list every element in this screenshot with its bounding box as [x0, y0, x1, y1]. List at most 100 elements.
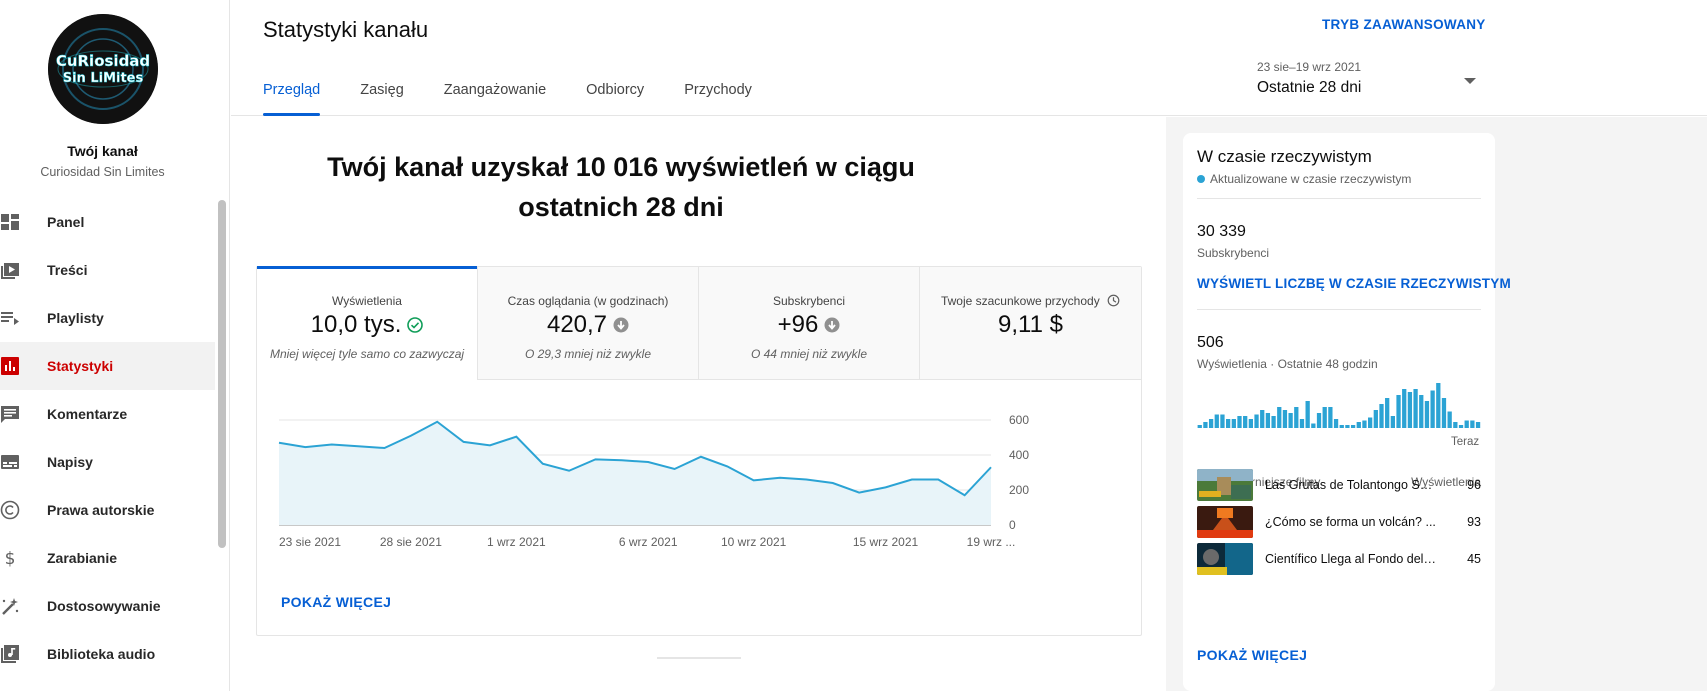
- sidebar-item-label: Prawa autorskie: [47, 502, 155, 518]
- realtime-bar: [1288, 413, 1293, 428]
- metric-watch-time[interactable]: Czas oglądania (w godzinach) 420,7 O 29,…: [478, 267, 699, 380]
- copyright-icon: [0, 500, 20, 520]
- realtime-title: W czasie rzeczywistym: [1197, 147, 1372, 166]
- video-views: 96: [1467, 478, 1481, 492]
- video-thumbnail[interactable]: [1197, 469, 1253, 501]
- realtime-bar: [1356, 422, 1361, 428]
- realtime-card: W czasie rzeczywistym Aktualizowane w cz…: [1183, 133, 1511, 691]
- video-thumbnail[interactable]: [1197, 543, 1253, 575]
- sidebar-item-monetization[interactable]: $ Zarabianie: [0, 534, 215, 582]
- views-chart: 0 200 400 600 23 sie 2021 28 sie 2021 1 wrz 20…: [257, 380, 1141, 580]
- comments-icon: [1, 406, 19, 423]
- arrow-down-circle-icon: [613, 317, 629, 333]
- advanced-mode-button[interactable]: TRYB ZAAWANSOWANY: [1322, 17, 1486, 32]
- sidebar-item-audio-library[interactable]: Biblioteka audio: [0, 630, 215, 678]
- y-tick-label: 0: [1009, 518, 1016, 532]
- realtime-bar: [1430, 390, 1435, 428]
- realtime-bar: [1464, 420, 1469, 428]
- realtime-bar: [1322, 407, 1327, 428]
- tab-audience[interactable]: Odbiorcy: [586, 82, 645, 98]
- sidebar-item-analytics[interactable]: Statystyki: [0, 342, 215, 390]
- video-title[interactable]: Las Grutas de Tolantongo Se...: [1265, 478, 1437, 492]
- y-tick-label: 200: [1009, 483, 1029, 497]
- series-line: [278, 420, 992, 497]
- realtime-bar: [1208, 419, 1214, 428]
- audio-library-icon: [1, 645, 19, 663]
- realtime-bar: [1373, 410, 1378, 428]
- realtime-bar: [1470, 420, 1475, 428]
- metric-note: O 29,3 mniej niż zwykle: [524, 347, 652, 361]
- realtime-bar: [1385, 398, 1390, 428]
- metric-revenue[interactable]: Twoje szacunkowe przychody 9,11 $: [920, 267, 1141, 380]
- chevron-down-icon[interactable]: [1464, 78, 1476, 84]
- realtime-bar: [1407, 392, 1413, 428]
- y-tick-label: 400: [1009, 448, 1029, 462]
- show-more-button[interactable]: POKAŻ WIĘCEJ: [281, 594, 392, 610]
- video-title[interactable]: ¿Cómo se forma un volcán? ...: [1265, 515, 1436, 529]
- sidebar-item-copyright[interactable]: Prawa autorskie: [0, 486, 215, 534]
- video-title[interactable]: Científico Llega al Fondo del ...: [1265, 552, 1437, 566]
- dashboard-icon: [1, 214, 19, 230]
- views-chart-svg: 0 200 400 600 23 sie 2021 28 sie 2021 1 wrz 20…: [278, 413, 1029, 549]
- metric-subscribers[interactable]: Subskrybenci +96 O 44 mniej niż zwykle: [699, 267, 920, 380]
- realtime-bar: [1197, 425, 1202, 428]
- realtime-bar: [1277, 407, 1282, 428]
- realtime-bar: [1379, 404, 1384, 428]
- realtime-views-label: Wyświetlenia · Ostatnie 48 godzin: [1197, 357, 1378, 371]
- view-live-count-link[interactable]: WYŚWIETL LICZBĘ W CZASIE RZECZYWISTYM: [1197, 276, 1511, 291]
- metric-title: Twoje szacunkowe przychody: [940, 294, 1100, 308]
- date-period-select[interactable]: Ostatnie 28 dni: [1257, 79, 1362, 96]
- sidebar-nav: Panel Treści Playlisty Statystyki Koment…: [0, 198, 215, 678]
- top-video-row[interactable]: Las Grutas de Tolantongo Se... 96: [1197, 469, 1481, 501]
- realtime-bar: [1328, 407, 1333, 428]
- sidebar-item-customization[interactable]: Dostosowywanie: [0, 582, 215, 630]
- analytics-icon: [1, 357, 19, 375]
- realtime-bar: [1220, 414, 1225, 428]
- video-thumbnail[interactable]: [1197, 506, 1253, 538]
- realtime-bar: [1458, 425, 1464, 428]
- metric-title: Wyświetlenia: [332, 294, 402, 308]
- date-range-text[interactable]: 23 sie–19 wrz 2021: [1257, 60, 1362, 74]
- realtime-bar: [1305, 401, 1310, 428]
- live-dot-icon: [1197, 175, 1205, 183]
- dollar-icon: $: [5, 549, 16, 568]
- sidebar-scrollbar[interactable]: [218, 200, 226, 548]
- metric-views[interactable]: Wyświetlenia 10,0 tys. Mniej więcej tyle…: [257, 266, 478, 380]
- svg-text:CuRiosidad: CuRiosidad: [56, 52, 150, 70]
- page-title: Statystyki kanału: [263, 17, 429, 42]
- magic-wand-icon: [2, 598, 19, 615]
- subtitles-icon: [1, 455, 19, 469]
- tab-engagement[interactable]: Zaangażowanie: [443, 82, 547, 98]
- realtime-bar: [1350, 425, 1356, 428]
- sidebar-item-playlists[interactable]: Playlisty: [0, 294, 215, 342]
- realtime-bar: [1294, 407, 1299, 428]
- sidebar-item-panel[interactable]: Panel: [0, 198, 215, 246]
- top-video-row[interactable]: Científico Llega al Fondo del ... 45: [1197, 543, 1481, 575]
- top-video-row[interactable]: ¿Cómo se forma un volcán? ... 93: [1197, 506, 1481, 538]
- sidebar-item-label: Panel: [47, 214, 85, 230]
- sidebar-item-comments[interactable]: Komentarze: [0, 390, 215, 438]
- realtime-bar: [1214, 414, 1219, 428]
- realtime-subscribers-label: Subskrybenci: [1197, 246, 1270, 260]
- sidebar-item-label: Dostosowywanie: [47, 598, 161, 614]
- y-tick-label: 600: [1009, 413, 1029, 427]
- x-tick-label: 19 wrz ...: [967, 535, 1016, 549]
- realtime-status: Aktualizowane w czasie rzeczywistym: [1197, 172, 1411, 186]
- realtime-bar: [1447, 411, 1452, 428]
- realtime-bar: [1282, 410, 1288, 428]
- tab-revenue[interactable]: Przychody: [684, 82, 752, 98]
- realtime-bar: [1226, 419, 1231, 428]
- realtime-show-more-button[interactable]: POKAŻ WIĘCEJ: [1197, 647, 1308, 663]
- tab-overview[interactable]: Przegląd: [263, 82, 321, 116]
- arrow-down-circle-icon: [824, 317, 840, 333]
- x-tick-label: 10 wrz 2021: [721, 535, 787, 549]
- channel-avatar[interactable]: CuRiosidad Sin LiMites: [48, 14, 158, 124]
- tab-reach[interactable]: Zasięg: [360, 82, 404, 98]
- sidebar-item-label: Playlisty: [47, 310, 104, 326]
- metric-title: Subskrybenci: [772, 294, 846, 308]
- realtime-bar: [1333, 419, 1339, 428]
- tab-bar: Przegląd Zasięg Zaangażowanie Odbiorcy P…: [263, 82, 792, 116]
- sidebar-item-content[interactable]: Treści: [0, 246, 215, 294]
- x-tick-label: 1 wrz 2021: [487, 535, 546, 549]
- sidebar-item-subtitles[interactable]: Napisy: [0, 438, 215, 486]
